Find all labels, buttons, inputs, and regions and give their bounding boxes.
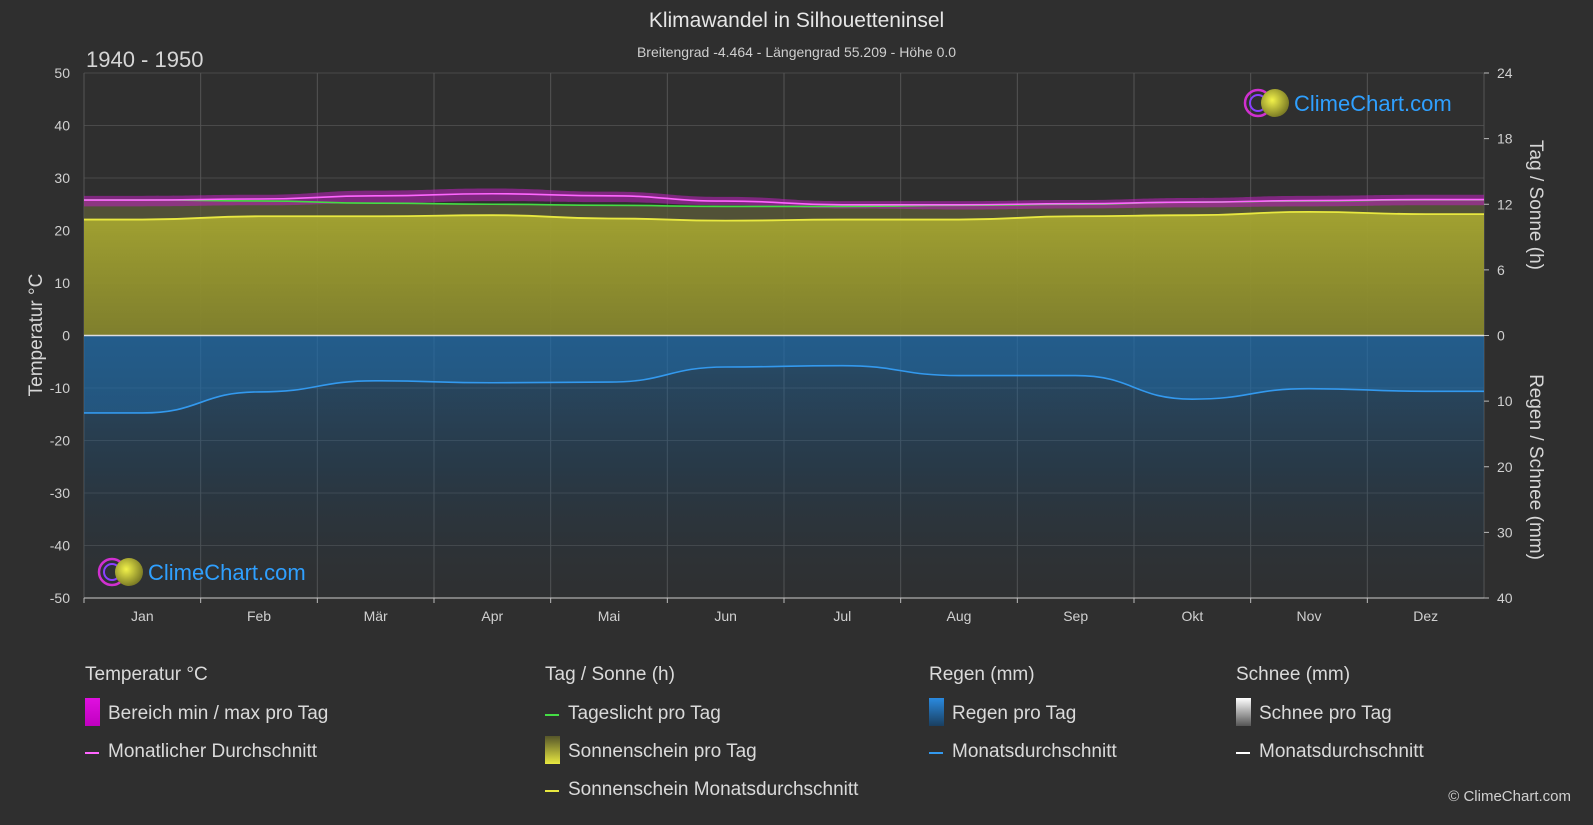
- chart-subtitle: Breitengrad -4.464 - Längengrad 55.209 -…: [636, 44, 957, 60]
- temp-avg-swatch: [85, 752, 99, 754]
- legend-item-sunshine-avg: Sonnenschein Monatsdurchschnitt: [545, 766, 858, 804]
- sunshine-fill: [84, 211, 1484, 336]
- x-tick-label: Dez: [1413, 608, 1438, 624]
- legend-item-rain-avg: Monatsdurchschnitt: [929, 728, 1117, 766]
- legend-item-temp-range: Bereich min / max pro Tag: [85, 690, 328, 728]
- x-tick-label: Aug: [947, 608, 972, 624]
- y-left-tick-label: 50: [54, 65, 70, 81]
- legend-item-sunshine: Sonnenschein pro Tag: [545, 728, 757, 766]
- rain-avg-swatch: [929, 752, 943, 754]
- rain-background: [84, 335, 1484, 598]
- legend-item-snow-avg: Monatsdurchschnitt: [1236, 728, 1424, 766]
- x-tick-label: Feb: [247, 608, 271, 624]
- y-right-sun-tick-label: 6: [1497, 262, 1505, 278]
- y-left-tick-label: 10: [54, 275, 70, 291]
- x-tick-label: Nov: [1297, 608, 1322, 624]
- rain-swatch: [929, 698, 944, 726]
- y-right-bottom-axis-title: Regen / Schnee (mm): [1525, 374, 1546, 560]
- climechart-logo-top: ClimeChart.com: [1243, 88, 1452, 118]
- legend-temperature: Temperatur °C Bereich min / max pro Tag …: [85, 664, 328, 766]
- y-right-rain-tick-label: 30: [1497, 524, 1513, 540]
- legend-heading-rain: Regen (mm): [929, 664, 1035, 685]
- copyright: © ClimeChart.com: [1448, 788, 1571, 805]
- legend-rain: Regen (mm) Regen pro Tag Monatsdurchschn…: [929, 664, 1117, 766]
- y-left-tick-label: -30: [50, 485, 70, 501]
- legend-item-temp-avg: Monatlicher Durchschnitt: [85, 728, 317, 766]
- y-left-tick-label: 20: [54, 223, 70, 239]
- x-tick-label: Mai: [598, 608, 621, 624]
- y-right-rain-tick-label: 40: [1497, 590, 1513, 606]
- legend-snow: Schnee (mm) Schnee pro Tag Monatsdurchsc…: [1236, 664, 1424, 766]
- snow-avg-swatch: [1236, 752, 1250, 754]
- daylight-swatch: [545, 714, 559, 716]
- watermark-text-top: ClimeChart.com: [1294, 91, 1452, 116]
- y-right-top-axis-title: Tag / Sonne (h): [1525, 140, 1546, 270]
- legend-item-snow: Schnee pro Tag: [1236, 690, 1392, 728]
- legend-heading-sun: Tag / Sonne (h): [545, 664, 675, 685]
- y-left-tick-label: -20: [50, 433, 70, 449]
- y-right-rain-tick-label: 10: [1497, 393, 1513, 409]
- y-right-sun-tick-label: 24: [1497, 65, 1513, 81]
- legend-heading-temperature: Temperatur °C: [85, 664, 208, 685]
- x-tick-label: Okt: [1181, 608, 1203, 624]
- watermark-text-bottom: ClimeChart.com: [148, 560, 306, 585]
- y-left-tick-label: -10: [50, 380, 70, 396]
- x-tick-label: Jul: [833, 608, 851, 624]
- legend-heading-snow: Schnee (mm): [1236, 664, 1351, 685]
- temp-range-fill: [84, 188, 1484, 210]
- climechart-logo-bottom: ClimeChart.com: [97, 557, 306, 587]
- sunshine-swatch: [545, 736, 560, 764]
- x-tick-label: Sep: [1063, 608, 1088, 624]
- y-left-tick-label: -40: [50, 538, 70, 554]
- y-right-sun-tick-label: 0: [1497, 328, 1505, 344]
- axes: 50 40 30 20 10 0 -10 -20 -30 -40 -50 24 18 12 6 0 10 20 30…: [26, 65, 1546, 624]
- sunshine-avg-swatch: [545, 790, 559, 792]
- legend-item-rain: Regen pro Tag: [929, 690, 1076, 728]
- sunshine-area: [84, 199, 1484, 336]
- rain-area: [84, 335, 1484, 598]
- climate-chart: 50 40 30 20 10 0 -10 -20 -30 -40 -50 24 18 12 6 0 10 20 30…: [26, 65, 1546, 624]
- chart-title: Klimawandel in Silhouetteninsel: [648, 9, 945, 32]
- temperature-range-band: [84, 188, 1484, 210]
- legend-item-daylight: Tageslicht pro Tag: [545, 690, 721, 728]
- y-right-rain-tick-label: 20: [1497, 459, 1513, 475]
- y-left-tick-label: 40: [54, 118, 70, 134]
- rain-avg-fill: [84, 335, 1484, 413]
- y-right-sun-tick-label: 12: [1497, 196, 1513, 212]
- period-label: 1940 - 1950: [86, 47, 204, 72]
- legend-sun: Tag / Sonne (h) Tageslicht pro Tag Sonne…: [545, 664, 858, 804]
- y-left-tick-label: 0: [62, 328, 70, 344]
- y-left-tick-label: -50: [50, 590, 70, 606]
- temp-range-swatch: [85, 698, 100, 726]
- x-tick-label: Jan: [131, 608, 154, 624]
- y-left-axis-title: Temperatur °C: [26, 274, 47, 397]
- x-tick-label: Jun: [714, 608, 737, 624]
- x-tick-label: Apr: [481, 608, 503, 624]
- y-right-sun-tick-label: 18: [1497, 131, 1513, 147]
- x-tick-label: Mär: [364, 608, 388, 624]
- snow-swatch: [1236, 698, 1251, 726]
- y-left-tick-label: 30: [54, 170, 70, 186]
- rain-avg-line: [84, 364, 1484, 414]
- sunshine-avg-line: [84, 211, 1484, 222]
- temp-avg-line: [84, 192, 1484, 206]
